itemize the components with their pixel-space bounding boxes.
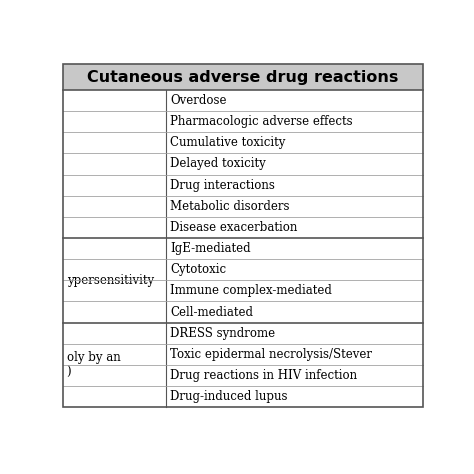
Bar — [63, 64, 423, 90]
Text: Cell-mediated: Cell-mediated — [170, 306, 253, 319]
Text: ypersensitivity: ypersensitivity — [66, 274, 154, 287]
Text: Pharmacologic adverse effects: Pharmacologic adverse effects — [170, 115, 353, 128]
Text: Delayed toxicity: Delayed toxicity — [170, 157, 266, 171]
Text: Drug-induced lupus: Drug-induced lupus — [170, 390, 287, 403]
Text: DRESS syndrome: DRESS syndrome — [170, 327, 275, 340]
Text: Metabolic disorders: Metabolic disorders — [170, 200, 290, 213]
Text: Immune complex-mediated: Immune complex-mediated — [170, 284, 332, 297]
Text: Drug interactions: Drug interactions — [170, 179, 275, 191]
Text: Cumulative toxicity: Cumulative toxicity — [170, 137, 285, 149]
Text: IgE-mediated: IgE-mediated — [170, 242, 251, 255]
Text: Disease exacerbation: Disease exacerbation — [170, 221, 297, 234]
Text: Drug reactions in HIV infection: Drug reactions in HIV infection — [170, 369, 357, 382]
Text: oly by an
): oly by an ) — [66, 351, 120, 379]
Text: Toxic epidermal necrolysis/Stever: Toxic epidermal necrolysis/Stever — [170, 348, 372, 361]
Text: Cytotoxic: Cytotoxic — [170, 263, 226, 276]
Text: Cutaneous adverse drug reactions: Cutaneous adverse drug reactions — [87, 70, 399, 84]
Text: Overdose: Overdose — [170, 94, 227, 107]
